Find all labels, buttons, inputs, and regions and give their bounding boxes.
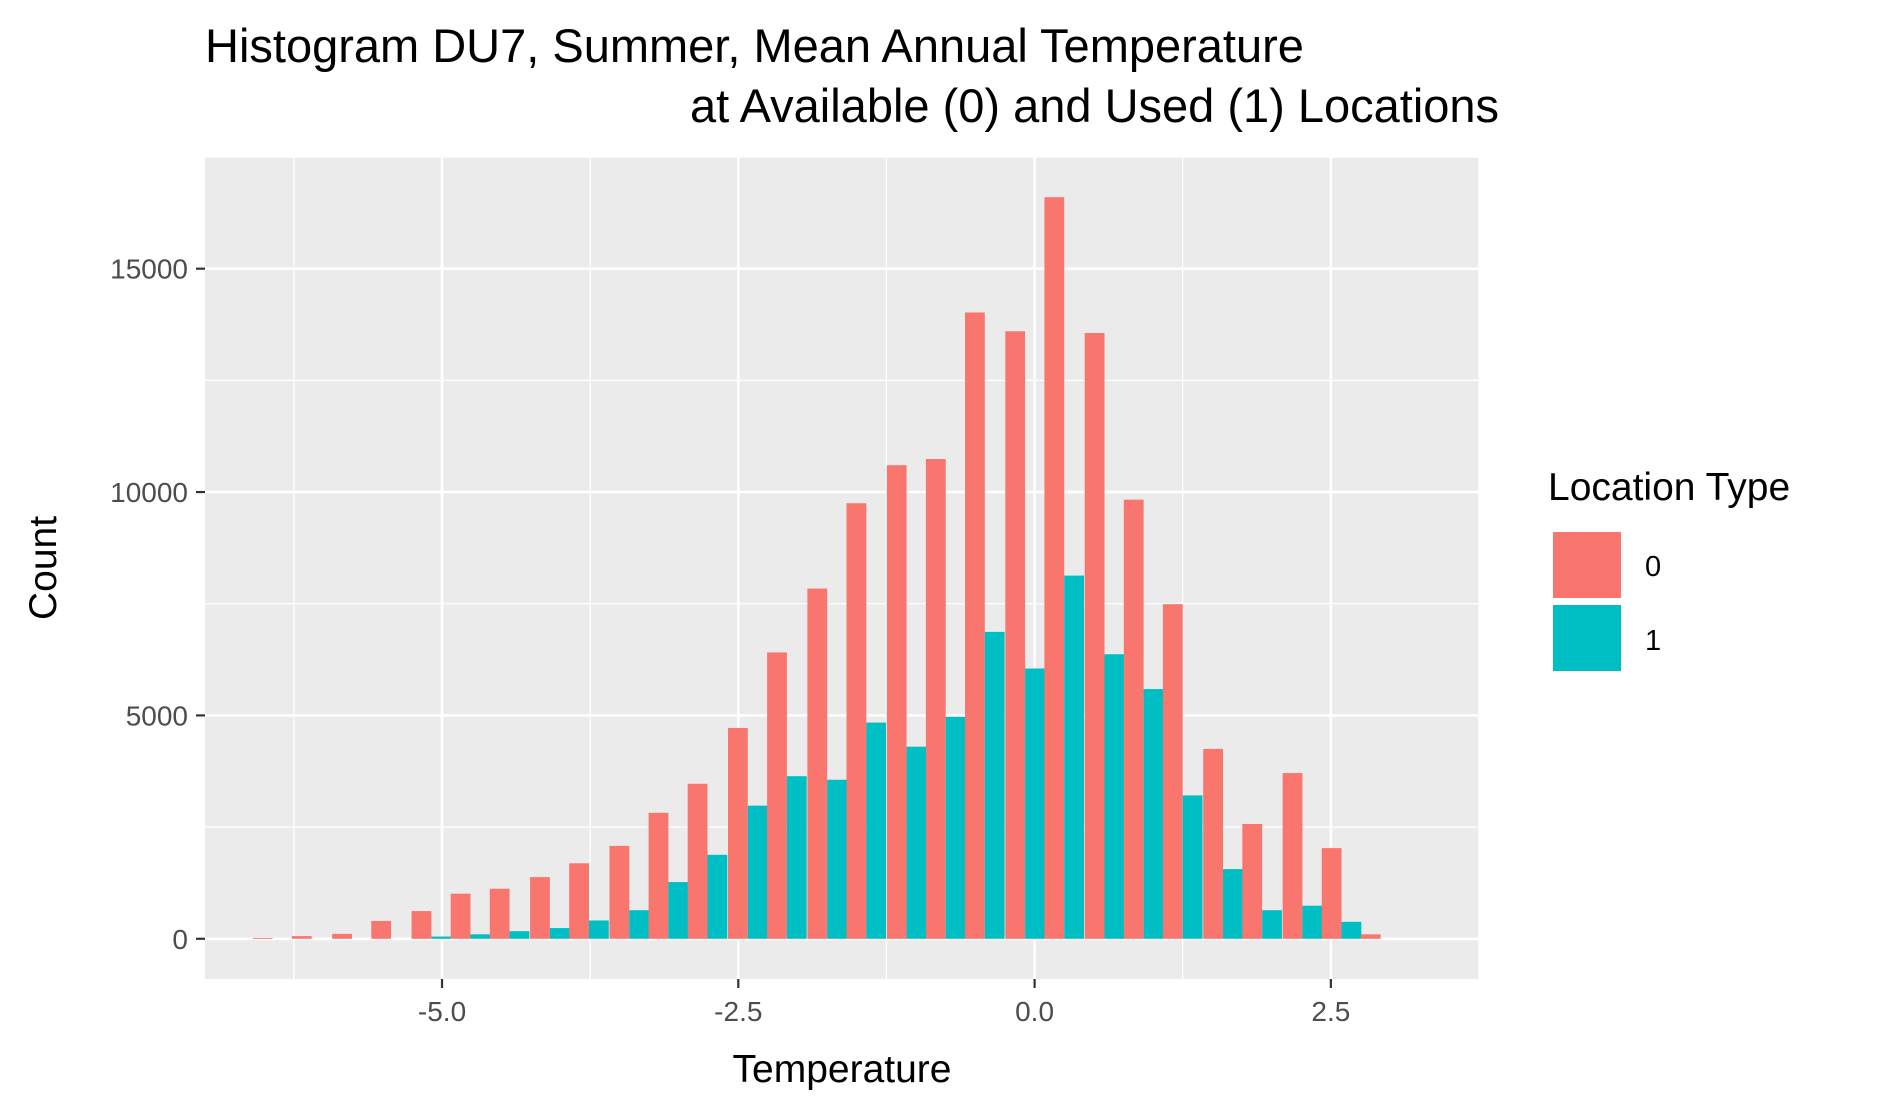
bar-series-0-bin-18 bbox=[965, 312, 985, 939]
x-axis-title: Temperature bbox=[733, 1048, 952, 1091]
bar-series-0-bin-19 bbox=[1005, 331, 1026, 939]
bar-series-0-bin-26 bbox=[1282, 773, 1303, 939]
bar-series-0-bin-24 bbox=[1203, 748, 1224, 939]
bar-series-0-bin-2 bbox=[332, 933, 352, 939]
chart-title-line-2: at Available (0) and Used (1) Locations bbox=[690, 79, 1499, 132]
bar-series-1-bin-15 bbox=[866, 722, 887, 939]
bar-series-1-bin-16 bbox=[906, 746, 927, 939]
bar-series-0-bin-8 bbox=[569, 863, 589, 939]
x-tick-label-3: 2.5 bbox=[1311, 996, 1350, 1027]
y-tick-label-1: 5000 bbox=[126, 700, 188, 731]
bar-series-1-bin-25 bbox=[1262, 910, 1282, 939]
bar-series-1-bin-10 bbox=[668, 882, 689, 939]
bar-series-1-bin-6 bbox=[509, 931, 530, 939]
y-tick-label-0: 0 bbox=[172, 924, 188, 955]
legend-key-0 bbox=[1553, 532, 1621, 598]
bar-series-0-bin-0 bbox=[252, 937, 273, 939]
legend-key-1 bbox=[1553, 605, 1621, 671]
y-tick-label-3: 15000 bbox=[110, 254, 188, 285]
bar-series-0-bin-27 bbox=[1321, 848, 1342, 939]
bar-series-1-bin-11 bbox=[707, 854, 728, 939]
bar-series-0-bin-14 bbox=[807, 588, 828, 939]
bar-series-1-bin-9 bbox=[629, 910, 650, 939]
x-tick-label-1: -2.5 bbox=[714, 996, 762, 1027]
bar-series-0-bin-4 bbox=[411, 911, 432, 939]
bar-series-0-bin-13 bbox=[767, 652, 787, 939]
bar-series-0-bin-7 bbox=[530, 877, 550, 939]
bar-series-1-bin-13 bbox=[786, 776, 807, 939]
bar-series-1-bin-27 bbox=[1341, 921, 1362, 939]
bar-series-1-bin-20 bbox=[1064, 575, 1085, 939]
bar-series-1-bin-8 bbox=[588, 920, 609, 939]
y-axis-title: Count bbox=[22, 516, 65, 620]
y-axis: 0 5000 10000 15000 bbox=[110, 254, 205, 955]
bar-series-0-bin-6 bbox=[489, 888, 510, 939]
bar-series-1-bin-19 bbox=[1025, 668, 1045, 939]
bar-series-1-bin-26 bbox=[1302, 905, 1323, 939]
bar-series-0-bin-9 bbox=[609, 845, 630, 939]
bar-series-0-bin-12 bbox=[727, 727, 748, 939]
bar-series-0-bin-16 bbox=[886, 465, 907, 939]
bar-series-0-bin-25 bbox=[1242, 823, 1263, 939]
bar-series-1-bin-23 bbox=[1182, 795, 1203, 939]
bar-series-0-bin-15 bbox=[846, 503, 867, 939]
legend-label-0: 0 bbox=[1645, 551, 1661, 583]
legend: Location Type 0 1 bbox=[1548, 466, 1790, 671]
bar-series-1-bin-7 bbox=[549, 928, 570, 939]
legend-title: Location Type bbox=[1548, 466, 1790, 509]
bar-series-0-bin-1 bbox=[291, 936, 312, 939]
bar-series-0-bin-28 bbox=[1360, 934, 1381, 939]
bar-series-0-bin-17 bbox=[925, 458, 946, 939]
bar-series-1-bin-17 bbox=[945, 716, 966, 939]
bar-series-0-bin-11 bbox=[687, 783, 708, 939]
bar-series-1-bin-4 bbox=[431, 936, 452, 939]
legend-label-1: 1 bbox=[1645, 625, 1661, 657]
bar-series-0-bin-5 bbox=[450, 893, 471, 939]
bar-series-0-bin-3 bbox=[371, 920, 392, 939]
bar-series-0-bin-10 bbox=[648, 812, 669, 939]
y-tick-label-2: 10000 bbox=[110, 477, 188, 508]
x-axis: -5.0 -2.5 0.0 2.5 bbox=[418, 979, 1350, 1027]
bar-series-1-bin-5 bbox=[470, 934, 491, 939]
bar-series-1-bin-18 bbox=[984, 631, 1005, 939]
bar-series-0-bin-23 bbox=[1162, 604, 1183, 939]
bar-series-0-bin-20 bbox=[1044, 197, 1065, 939]
x-tick-label-0: -5.0 bbox=[418, 996, 466, 1027]
bar-series-1-bin-21 bbox=[1104, 654, 1125, 939]
chart-title-line-1: Histogram DU7, Summer, Mean Annual Tempe… bbox=[205, 19, 1304, 72]
bar-series-1-bin-24 bbox=[1223, 869, 1243, 939]
bar-series-0-bin-22 bbox=[1123, 499, 1144, 939]
bars-group bbox=[252, 197, 1381, 939]
bar-series-0-bin-21 bbox=[1084, 333, 1105, 939]
x-tick-label-2: 0.0 bbox=[1015, 996, 1054, 1027]
bar-series-1-bin-14 bbox=[827, 779, 847, 939]
bar-series-1-bin-12 bbox=[747, 805, 768, 939]
bar-series-1-bin-22 bbox=[1143, 689, 1164, 939]
